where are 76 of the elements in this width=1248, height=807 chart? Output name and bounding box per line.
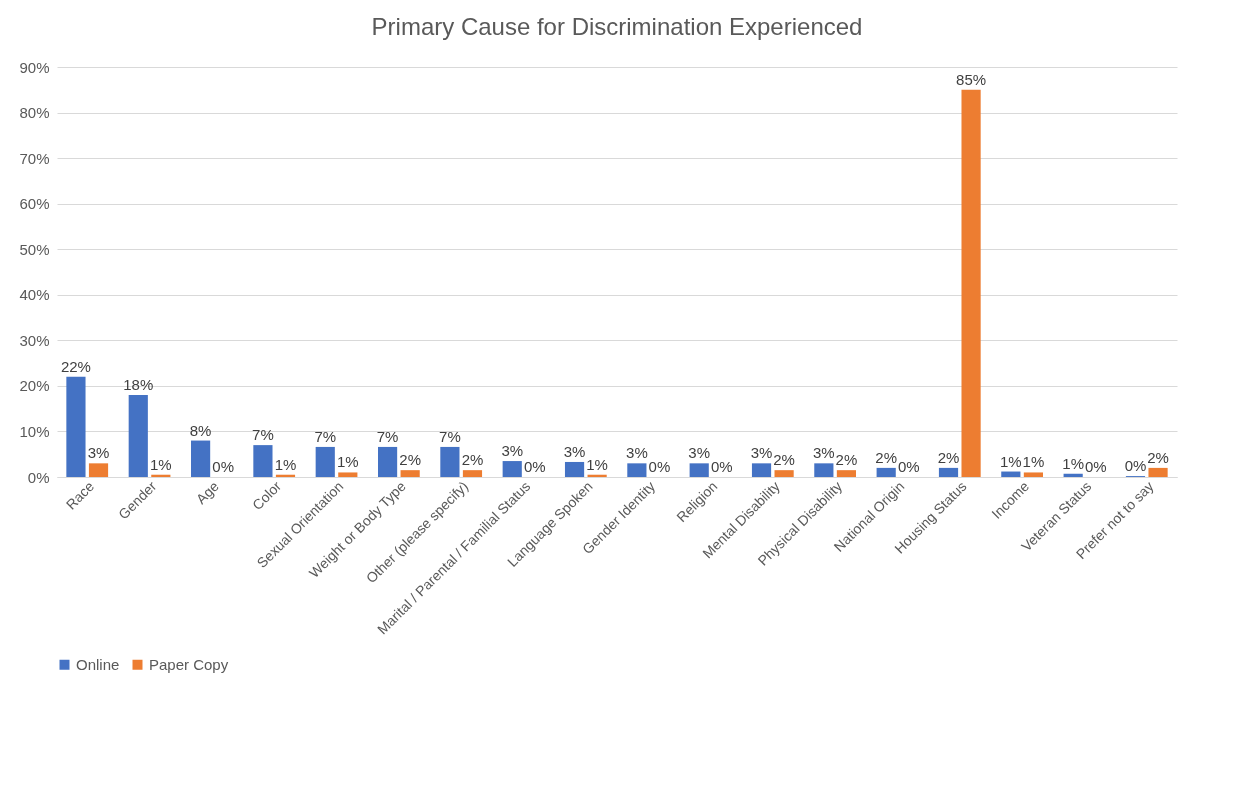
bar — [338, 472, 358, 477]
data-label: 1% — [1022, 453, 1045, 471]
bar — [128, 395, 148, 477]
data-label: 8% — [189, 421, 212, 439]
data-label: 85% — [956, 70, 987, 88]
data-label: 2% — [875, 448, 898, 466]
bar — [400, 470, 420, 477]
bar — [814, 463, 834, 477]
data-label: 7% — [252, 426, 274, 444]
y-tick-label: 10% — [19, 422, 50, 440]
data-label: 0% — [1084, 458, 1107, 475]
data-label: 1% — [336, 453, 359, 471]
data-label: 1% — [1062, 454, 1084, 472]
y-tick-label: 40% — [19, 286, 50, 304]
data-label: 2% — [461, 451, 484, 469]
data-label: 0% — [523, 458, 546, 475]
y-tick-label: 70% — [19, 149, 50, 167]
bar — [836, 470, 857, 477]
data-label: 3% — [813, 444, 835, 462]
data-label: 3% — [501, 442, 524, 460]
legend-label: Paper Copy — [149, 655, 229, 673]
bar — [191, 440, 211, 477]
y-tick-label: 50% — [19, 240, 50, 258]
bar — [66, 376, 86, 477]
data-label: 1% — [999, 452, 1022, 470]
y-tick-label: 20% — [19, 377, 50, 395]
bar — [876, 467, 896, 477]
data-label: 2% — [399, 451, 421, 469]
data-label: 0% — [648, 458, 671, 475]
bar — [938, 467, 959, 477]
data-label: 22% — [60, 357, 91, 375]
bar — [751, 463, 772, 477]
bar — [564, 461, 585, 477]
data-label: 3% — [87, 444, 110, 462]
data-label: 7% — [314, 427, 337, 445]
bar — [88, 463, 109, 477]
data-label: 0% — [897, 458, 920, 475]
bar — [502, 461, 522, 477]
bar — [1001, 471, 1021, 477]
data-label: 1% — [150, 455, 172, 473]
bar — [689, 463, 709, 477]
data-label: 18% — [123, 376, 154, 393]
data-label: 1% — [586, 455, 608, 473]
data-label: 0% — [1124, 457, 1147, 475]
bar — [1063, 473, 1083, 477]
y-tick-label: 60% — [19, 195, 50, 213]
data-label: 2% — [773, 451, 795, 469]
data-label: 7% — [439, 427, 461, 445]
data-label: 3% — [626, 444, 648, 462]
data-label: 0% — [212, 458, 235, 475]
data-label: 7% — [376, 427, 399, 445]
bar — [627, 463, 647, 477]
bar — [1023, 472, 1043, 477]
bar — [253, 445, 273, 477]
y-tick-label: 0% — [27, 468, 50, 486]
bar — [462, 470, 483, 477]
data-label: 3% — [750, 444, 773, 462]
data-label: 2% — [1147, 448, 1169, 466]
data-label: 2% — [937, 448, 960, 466]
data-label: 3% — [563, 442, 586, 460]
x-tick-label: Age — [192, 477, 222, 508]
bar — [315, 446, 335, 477]
data-label: 1% — [274, 455, 297, 473]
bar — [377, 446, 398, 477]
y-tick-label: 30% — [19, 331, 50, 349]
y-tick-label: 80% — [19, 104, 50, 122]
bar — [774, 470, 794, 477]
data-label: 2% — [835, 451, 858, 469]
bar — [1148, 467, 1168, 477]
bar — [961, 89, 981, 477]
legend-label: Online — [76, 655, 120, 673]
y-tick-label: 90% — [19, 58, 50, 76]
chart-title: Primary Cause for Discrimination Experienced — [371, 13, 863, 40]
data-label: 0% — [710, 458, 733, 475]
bar — [440, 446, 460, 477]
data-label: 3% — [688, 444, 711, 462]
